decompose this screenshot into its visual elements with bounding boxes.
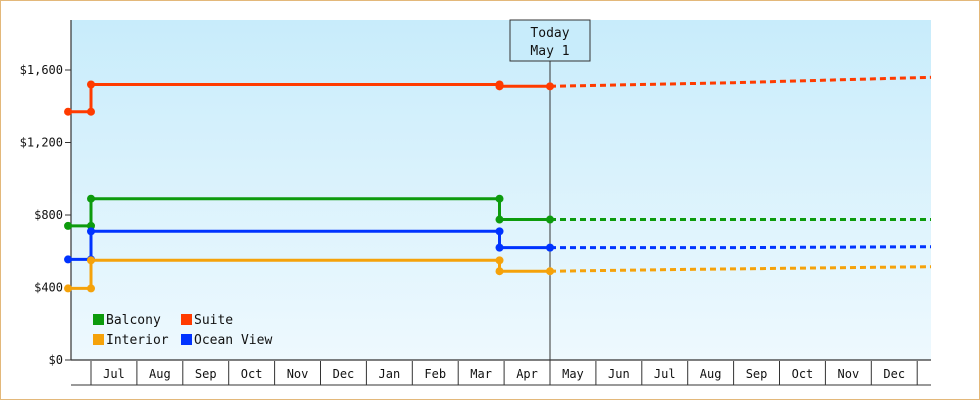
legend-swatch-balcony — [93, 314, 104, 325]
data-point-ocean-view — [495, 243, 504, 252]
x-tick-label: Aug — [700, 367, 722, 381]
legend-swatch-interior — [93, 334, 104, 345]
forecast-line-ocean-view — [550, 245, 932, 250]
data-point-interior — [87, 284, 95, 293]
data-point-suite — [87, 80, 95, 89]
legend-label-balcony: Balcony — [106, 313, 161, 328]
data-point-balcony — [87, 194, 95, 203]
today-label: Today — [530, 26, 569, 41]
data-point-balcony — [495, 194, 504, 203]
x-tick-label: May — [562, 367, 584, 381]
data-point-interior — [495, 256, 504, 265]
x-tick-label: Apr — [516, 367, 538, 381]
legend-swatch-ocean-view — [181, 334, 192, 345]
x-tick-label: Mar — [470, 367, 492, 381]
legend-swatch-suite — [181, 314, 192, 325]
forecast-line-suite — [549, 75, 932, 88]
data-point-ocean-view — [64, 255, 73, 264]
forecast-line-interior — [549, 265, 932, 273]
legend-label-interior: Interior — [106, 333, 169, 348]
data-point-ocean-view — [495, 227, 504, 236]
today-box — [509, 19, 591, 62]
x-tick-label: Jul — [654, 367, 676, 381]
x-axis: Jul Aug Sep Oct Nov Dec Jan Feb Mar Apr May Jun Jul A… — [71, 361, 931, 386]
data-point-interior — [495, 267, 504, 276]
today-marker: Today May 1 — [509, 19, 591, 385]
data-point-ocean-view — [87, 227, 95, 236]
x-tick-label: Sep — [746, 367, 768, 381]
x-tick-label: Nov — [838, 367, 860, 381]
data-point-balcony — [64, 221, 73, 230]
x-tick-label: Oct — [241, 367, 263, 381]
x-tick-label: Jan — [379, 367, 401, 381]
data-point-suite — [546, 82, 554, 91]
x-tick-label: Feb — [424, 367, 446, 381]
x-tick-label: Sep — [195, 367, 217, 381]
data-point-suite — [64, 107, 73, 116]
legend: Balcony Suite Interior Ocean View — [93, 313, 272, 348]
x-tick-label: Dec — [333, 367, 355, 381]
x-tick-label: Nov — [287, 367, 309, 381]
y-tick-label: $1,200 — [20, 136, 63, 150]
x-tick-label: Jul — [103, 367, 125, 381]
y-tick-label: $1,600 — [20, 63, 63, 77]
legend-label-suite: Suite — [194, 313, 233, 328]
x-tick-label: Oct — [792, 367, 814, 381]
y-axis: $0 $400 $800 $1,200 $1,600 — [20, 20, 931, 367]
x-tick-label: Dec — [883, 367, 905, 381]
x-tick-label: Jun — [608, 367, 630, 381]
y-tick-label: $800 — [34, 208, 63, 222]
x-tick-label: Aug — [149, 367, 171, 381]
y-tick-label: $0 — [49, 353, 63, 367]
plot-background — [71, 20, 931, 360]
data-point-interior — [64, 284, 73, 293]
legend-label-ocean-view: Ocean View — [194, 333, 272, 348]
data-point-suite — [87, 107, 95, 116]
data-point-interior — [87, 256, 95, 265]
data-point-balcony — [495, 215, 504, 224]
data-point-interior — [546, 267, 554, 276]
series-layer — [64, 75, 932, 293]
data-point-ocean-view — [546, 243, 554, 252]
today-date: May 1 — [530, 44, 569, 59]
data-point-balcony — [546, 215, 554, 224]
y-tick-label: $400 — [34, 281, 63, 295]
data-point-suite — [495, 82, 504, 91]
